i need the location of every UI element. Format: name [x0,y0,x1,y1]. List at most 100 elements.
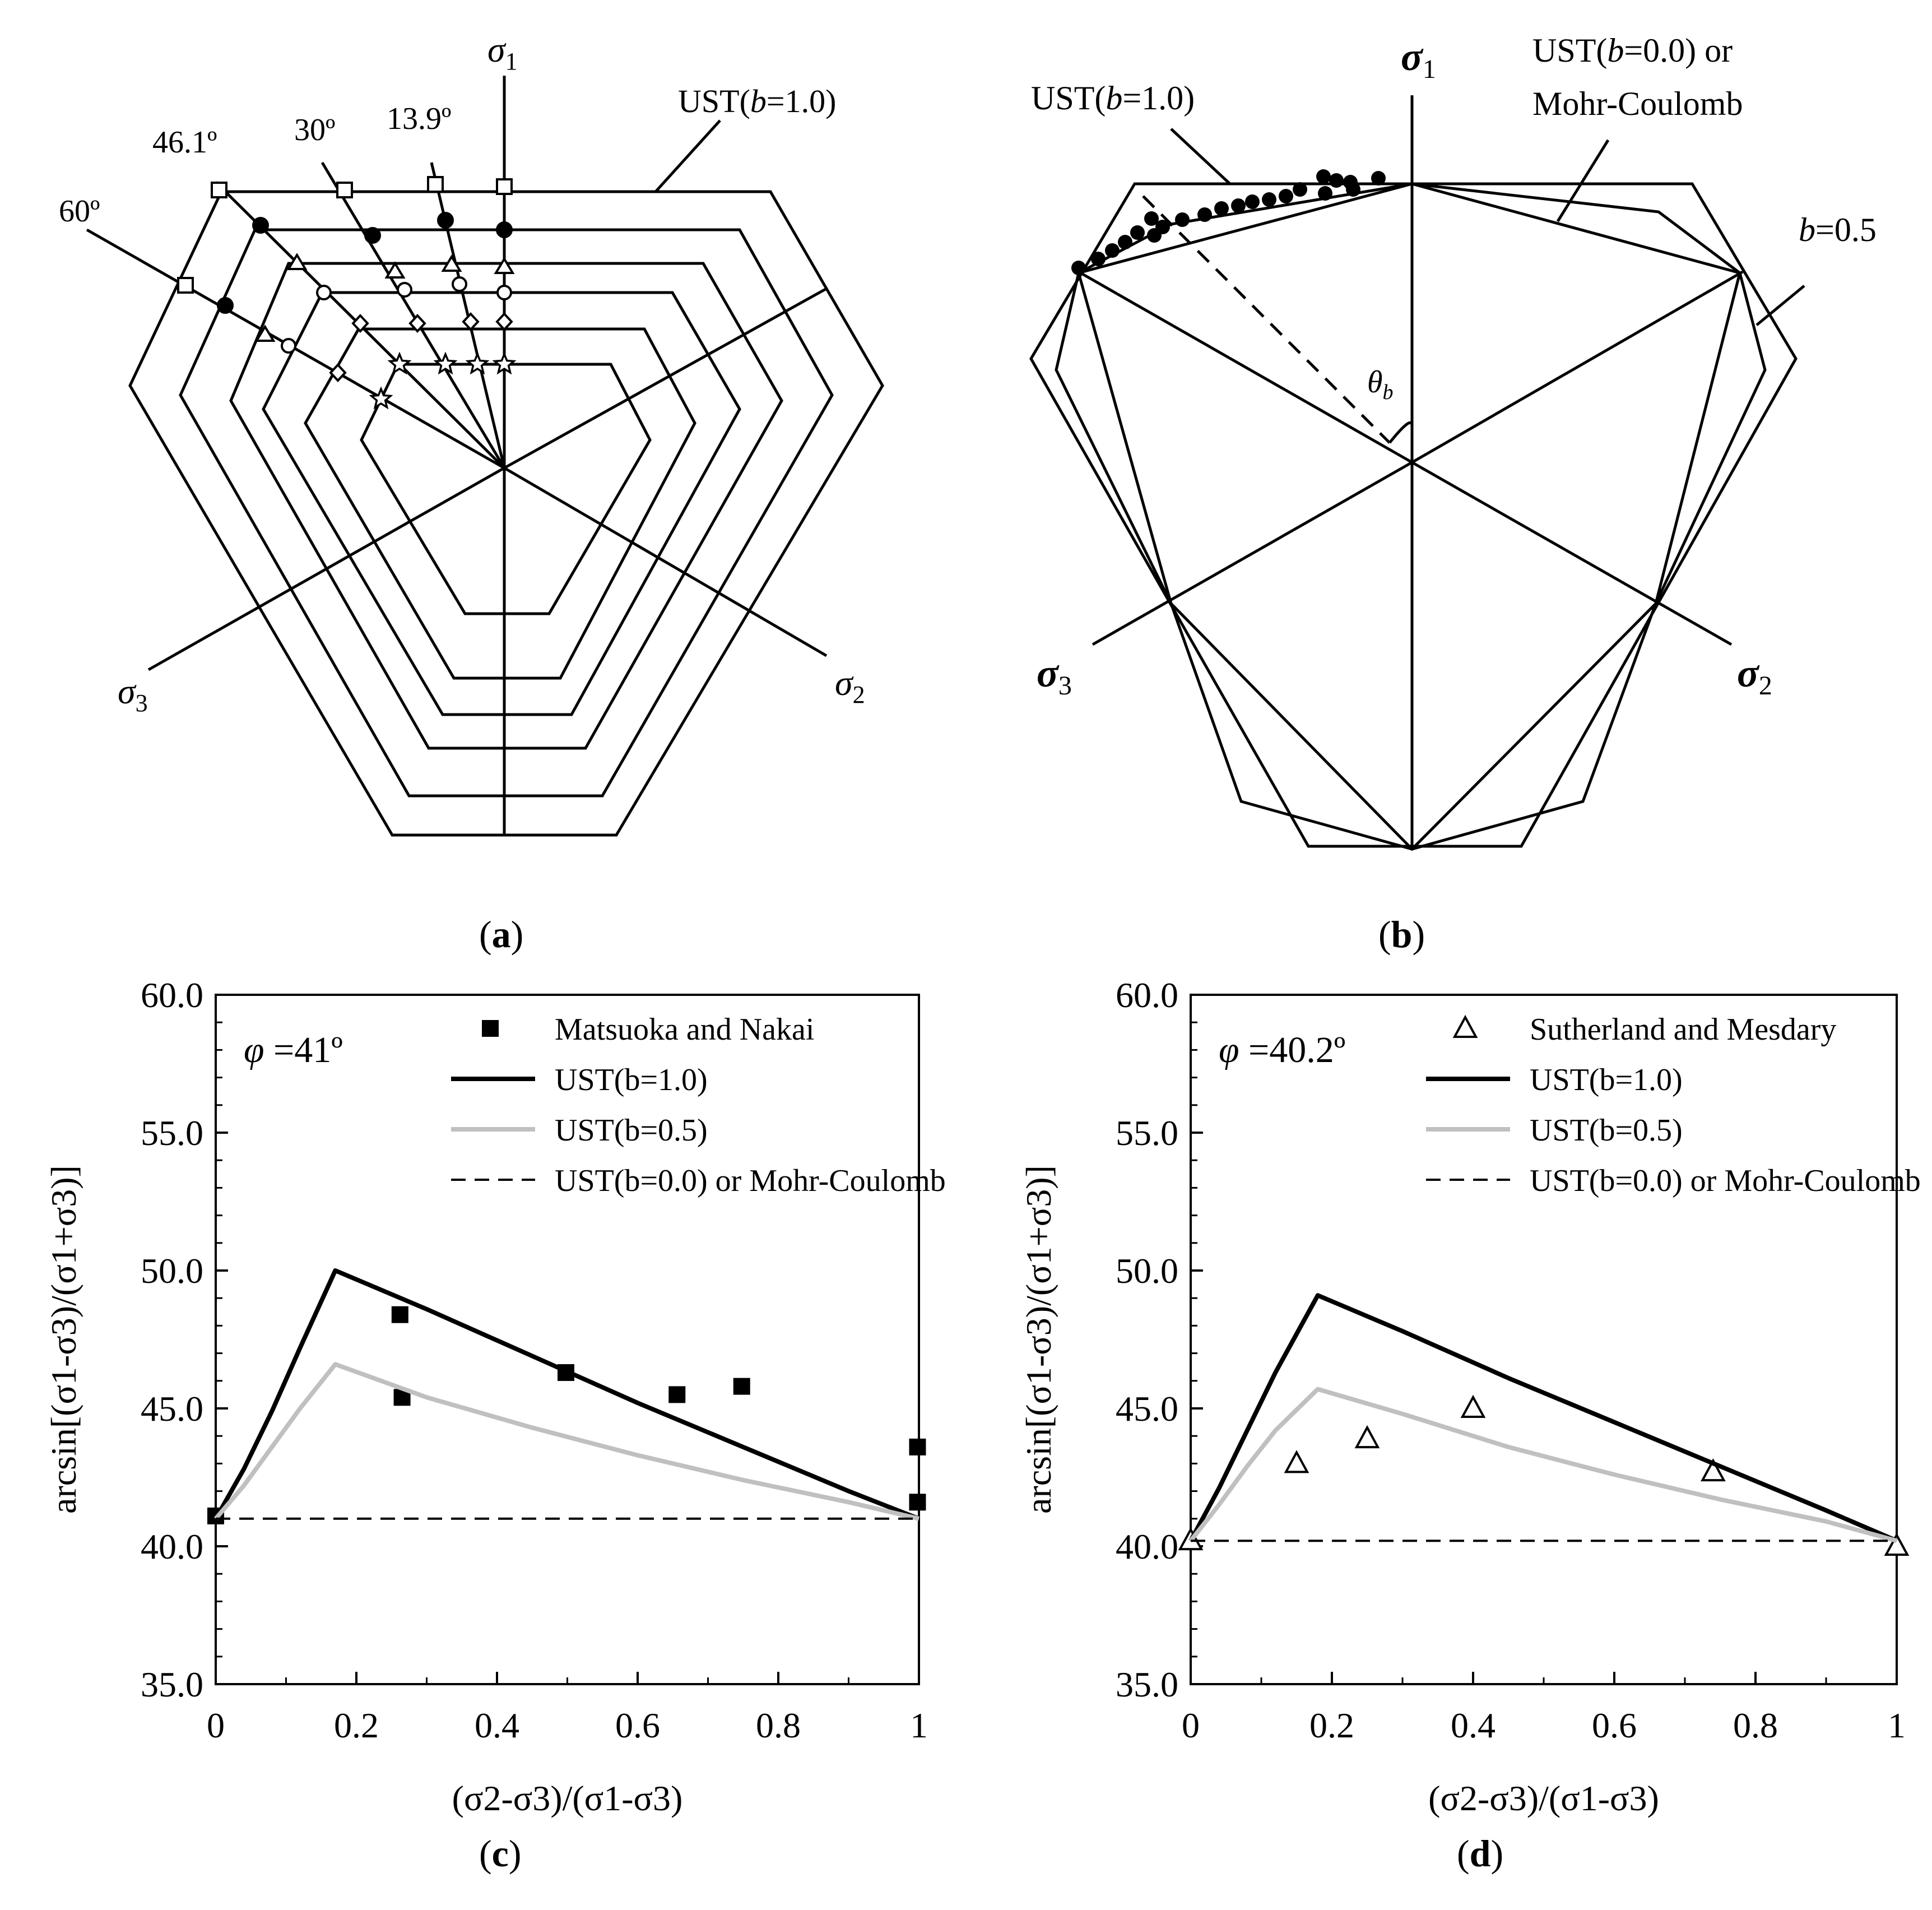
panel-a-caption: (a) [479,913,523,956]
panel-a-marker-star [369,386,393,410]
panel-b-data-point [1197,207,1212,222]
panel-d-y-tick-label: 50.0 [1116,1251,1178,1291]
panel-c-x-tick-label: 0.6 [615,1705,660,1745]
panel-b-ust-leader [1170,128,1231,185]
panel-a-sigma1-label: σ1 [487,30,518,75]
panel-a-upper-right-axis [503,287,828,470]
panel-d-x-tick-label: 0 [1182,1705,1200,1745]
panel-a-contour-4 [262,291,741,716]
panel-d-y-tick-label: 40.0 [1116,1527,1178,1566]
panel-a-marker-filled-circle [364,227,381,244]
panel-b-data-point [1175,212,1190,227]
panel-b-data-point [1329,173,1344,188]
panel-b-data-point [1130,225,1145,240]
panel-d-x-tick-label: 0.8 [1733,1705,1778,1745]
panel-c-y-tick-label: 45.0 [141,1389,203,1429]
panel-d-x-tick-label: 0.4 [1451,1705,1496,1745]
panel-b-data-point [1279,189,1293,203]
panel-b-data-point [1245,194,1260,209]
panel-c-data-point [668,1386,686,1403]
panel-c-y-axis-label: arcsin[(σ1-σ3)/(σ1+σ3)] [44,1165,83,1514]
panel-b-caption: (b) [1378,913,1425,956]
panel-c-y-tick-label: 40.0 [141,1527,203,1566]
panel-b-ust-b05-contour [1055,182,1767,851]
panel-b-data-point [1118,235,1132,249]
panel-a-marker-diamond [351,314,369,333]
panel-d-x-tick-label: 0.2 [1309,1705,1354,1745]
panel-b-theta-arc [1388,421,1414,444]
panel-a-deviatoric-plane [86,76,884,837]
panel-b-data-point [1214,201,1229,216]
panel-d-legend-label: UST(b=0.5) [1530,1113,1683,1148]
panel-c-y-tick-label: 55.0 [141,1113,203,1153]
panel-b-upper-right-axis [1411,270,1744,464]
panel-a-marker-triangle [384,261,406,279]
panel-d-data-point [1460,1394,1486,1418]
panel-c-legend-label: UST(b=1.0) [555,1063,708,1097]
panel-d-data-point [1701,1458,1726,1482]
panel-d-series-line [1188,1293,1898,1543]
panel-c-chart: 35.0 40.0 45.0 50.0 55.0 60.0 0 0.2 0.4 0.6 0.8 1 ar… [44,975,946,1818]
panel-b-deviatoric-plane [1029,95,1805,851]
panel-b-b05-leader [1755,285,1805,326]
panel-c-x-tick-label: 0 [207,1705,225,1745]
panel-c-y-tick-label: 50.0 [141,1251,203,1291]
panel-b-experimental-points [1071,169,1386,275]
panel-d-series-line [1188,1387,1898,1543]
panel-d-legend-label: UST(b=1.0) [1530,1063,1683,1097]
panel-a-marker-square [336,182,353,198]
panel-b-theta-dashed-line [1142,195,1391,444]
panel-b-sigma3-label: σ3 [1037,651,1072,701]
panel-b-ust-label: UST(b=1.0) [1031,80,1195,117]
panel-a-sigma2-label: σ2 [835,663,865,708]
panel-b-mc-leader [1556,139,1610,222]
panel-d-caption: (d) [1457,1832,1503,1875]
panel-b-data-point [1346,182,1360,197]
panel-b-data-point [1155,220,1170,234]
panel-a-marker-diamond [462,312,480,331]
panel-d-y-tick-label: 55.0 [1116,1113,1178,1153]
panel-c-phi-label: φ =41º [244,1030,343,1070]
panel-a-contour-6 [360,363,652,615]
panel-c-data-point [909,1494,926,1511]
panel-d-plot-frame [1190,994,1898,1685]
panel-d-data-point [1354,1425,1380,1449]
panel-c-data-point [909,1438,926,1455]
panel-a-marker-square [177,277,194,294]
panel-c-y-tick-label: 60.0 [141,975,203,1015]
panel-d-phi-label: φ =40.2º [1219,1030,1345,1070]
panel-d-legend-label: UST(b=0.0) or Mohr-Coulomb [1530,1163,1921,1198]
panel-c-y-tick-label: 35.0 [141,1665,203,1704]
panel-a-marker-star [492,351,517,375]
panel-d-legend-label: Sutherland and Mesdary [1530,1012,1836,1047]
panel-a-marker-filled-circle [437,212,454,229]
panel-b-data-point [1293,182,1307,197]
panel-a-marker-square [496,178,513,195]
panel-b-data-point [1144,211,1159,226]
panel-c-data-point [391,1306,408,1323]
panel-c-x-tick-label: 0.8 [756,1705,801,1745]
panel-a-radial-30 [321,161,506,469]
panel-c-legend-label: Matsuoka and Nakai [555,1012,814,1047]
panel-d-y-axis-label: arcsin[(σ1-σ3)/(σ1+σ3)] [1019,1165,1058,1514]
panel-d-x-tick-label: 1 [1888,1705,1906,1745]
panel-a-marker-square [427,176,444,193]
panel-a-marker-diamond [495,312,513,331]
panel-b-sigma2-label: σ2 [1737,651,1772,701]
panel-a-marker-filled-circle [252,217,269,234]
panel-a-marker-diamond [329,363,347,382]
panel-c-series-line [213,1268,920,1521]
panel-b-sigma2-axis [1411,461,1733,646]
panel-b-data-point [1318,186,1332,201]
panel-d-data-point [1884,1532,1910,1556]
panel-d-chart: 35.0 40.0 45.0 50.0 55.0 60.0 0 0.2 0.4 0.6 0.8 1 ar… [1019,975,1921,1818]
panel-b-mohr-coulomb-contour [1076,182,1742,851]
panel-c-legend-marker [482,1020,499,1037]
panel-c-x-tick-label: 0.4 [475,1705,519,1745]
panel-a-contour-3 [229,262,783,750]
panel-b-data-point [1371,171,1386,186]
panel-a-star-markers [369,351,517,410]
panel-b-data-point [1316,169,1331,184]
panel-a-marker-triangle [254,324,276,342]
panel-a-contour-1 [128,190,884,837]
